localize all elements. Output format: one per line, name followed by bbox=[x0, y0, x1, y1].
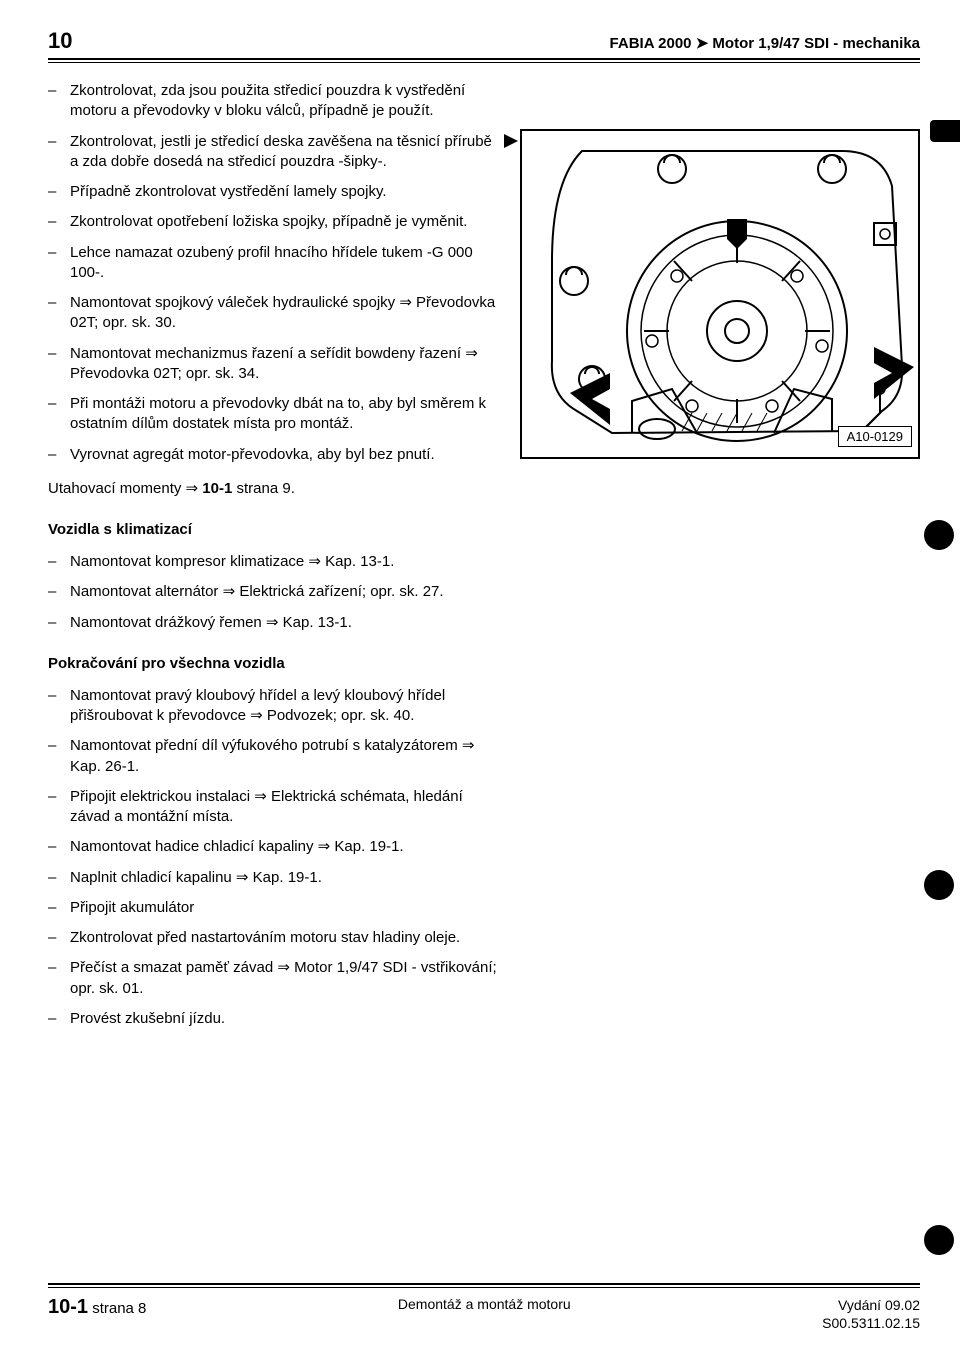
left-column: Zkontrolovat, zda jsou použita středicí … bbox=[48, 81, 500, 1039]
footer-page: strana 8 bbox=[88, 1300, 146, 1317]
subheading-pokracovani: Pokračování pro všechna vozidla bbox=[48, 655, 500, 672]
footer-section: 10-1 bbox=[48, 1296, 88, 1318]
procedure-list-1: Zkontrolovat, zda jsou použita středicí … bbox=[48, 81, 500, 465]
list-text: Přečíst a smazat paměť závad ⇒ Motor 1,9… bbox=[70, 959, 497, 996]
technical-diagram: A10-0129 bbox=[520, 129, 920, 459]
list-item: Lehce namazat ozubený profil hnacího hří… bbox=[48, 243, 500, 284]
list-text: Namontovat kompresor klimatizace ⇒ Kap. … bbox=[70, 553, 394, 570]
list-text: Namontovat pravý kloubový hřídel a levý … bbox=[70, 687, 445, 724]
list-text: Zkontrolovat, jestli je středicí deska z… bbox=[70, 133, 492, 170]
footer-edition: Vydání 09.02 S00.5311.02.15 bbox=[822, 1296, 920, 1332]
footer-title: Demontáž a montáž motoru bbox=[398, 1296, 571, 1312]
edge-dot bbox=[924, 870, 954, 900]
header-rule bbox=[48, 62, 920, 63]
page-header: 10 FABIA 2000 ➤ Motor 1,9/47 SDI - mecha… bbox=[48, 28, 920, 60]
list-item: Zkontrolovat, jestli je středicí deska z… bbox=[48, 132, 500, 173]
list-item: Připojit elektrickou instalaci ⇒ Elektri… bbox=[48, 787, 500, 828]
right-column: A10-0129 bbox=[520, 81, 920, 1039]
edge-dot bbox=[924, 520, 954, 550]
list-text: Při montáži motoru a převodovky dbát na … bbox=[70, 395, 486, 432]
pointer-right-icon bbox=[504, 134, 518, 148]
list-item: Zkontrolovat opotřebení ložiska spojky, … bbox=[48, 212, 500, 232]
list-text: Lehce namazat ozubený profil hnacího hří… bbox=[70, 244, 473, 281]
list-text: Namontovat spojkový váleček hydraulické … bbox=[70, 294, 495, 331]
list-text: Zkontrolovat, zda jsou použita středicí … bbox=[70, 82, 465, 119]
list-text: Připojit akumulátor bbox=[70, 899, 194, 916]
list-item: Namontovat hadice chladicí kapaliny ⇒ Ka… bbox=[48, 837, 500, 857]
list-text: Namontovat mechanizmus řazení a seřídit … bbox=[70, 345, 478, 382]
list-item: Případně zkontrolovat vystředění lamely … bbox=[48, 182, 500, 202]
list-item: Namontovat kompresor klimatizace ⇒ Kap. … bbox=[48, 552, 500, 572]
list-item: Namontovat drážkový řemen ⇒ Kap. 13-1. bbox=[48, 613, 500, 633]
list-item: Při montáži motoru a převodovky dbát na … bbox=[48, 394, 500, 435]
list-item: Vyrovnat agregát motor-převodovka, aby b… bbox=[48, 445, 500, 465]
list-item: Namontovat mechanizmus řazení a seřídit … bbox=[48, 344, 500, 385]
diagram-svg bbox=[522, 131, 918, 457]
header-title: FABIA 2000 ➤ Motor 1,9/47 SDI - mechanik… bbox=[610, 34, 920, 52]
torque-ref: 10-1 bbox=[202, 480, 232, 497]
list-text: Naplnit chladicí kapalinu ⇒ Kap. 19-1. bbox=[70, 869, 322, 886]
list-item: Přečíst a smazat paměť závad ⇒ Motor 1,9… bbox=[48, 958, 500, 999]
procedure-list-3: Namontovat pravý kloubový hřídel a levý … bbox=[48, 686, 500, 1029]
list-item: Namontovat spojkový váleček hydraulické … bbox=[48, 293, 500, 334]
torque-paragraph: Utahovací momenty ⇒ 10-1 strana 9. bbox=[48, 479, 500, 499]
list-item: Namontovat přední díl výfukového potrubí… bbox=[48, 736, 500, 777]
list-text: Zkontrolovat před nastartováním motoru s… bbox=[70, 929, 460, 946]
list-item: Naplnit chladicí kapalinu ⇒ Kap. 19-1. bbox=[48, 868, 500, 888]
list-text: Namontovat přední díl výfukového potrubí… bbox=[70, 737, 474, 774]
list-text: Provést zkušební jízdu. bbox=[70, 1010, 225, 1027]
list-text: Vyrovnat agregát motor-převodovka, aby b… bbox=[70, 446, 435, 463]
list-item: Připojit akumulátor bbox=[48, 898, 500, 918]
edge-tab bbox=[930, 120, 960, 142]
list-text: Zkontrolovat opotřebení ložiska spojky, … bbox=[70, 213, 467, 230]
list-item: Zkontrolovat, zda jsou použita středicí … bbox=[48, 81, 500, 122]
page-number: 10 bbox=[48, 28, 72, 54]
diagram-label: A10-0129 bbox=[838, 426, 912, 447]
list-item: Zkontrolovat před nastartováním motoru s… bbox=[48, 928, 500, 948]
list-item: Namontovat alternátor ⇒ Elektrická zaříz… bbox=[48, 582, 500, 602]
list-item: Provést zkušební jízdu. bbox=[48, 1009, 500, 1029]
procedure-list-2: Namontovat kompresor klimatizace ⇒ Kap. … bbox=[48, 552, 500, 633]
subheading-klimatizaci: Vozidla s klimatizací bbox=[48, 521, 500, 538]
footer-edition-line2: S00.5311.02.15 bbox=[822, 1314, 920, 1332]
list-item: Namontovat pravý kloubový hřídel a levý … bbox=[48, 686, 500, 727]
page-footer: 10-1 strana 8 Demontáž a montáž motoru V… bbox=[48, 1283, 920, 1332]
edge-dot bbox=[924, 1225, 954, 1255]
content: Zkontrolovat, zda jsou použita středicí … bbox=[48, 81, 920, 1039]
footer-page-ref: 10-1 strana 8 bbox=[48, 1296, 146, 1319]
footer-edition-line1: Vydání 09.02 bbox=[822, 1296, 920, 1314]
list-text: Namontovat alternátor ⇒ Elektrická zaříz… bbox=[70, 583, 444, 600]
list-text: Připojit elektrickou instalaci ⇒ Elektri… bbox=[70, 788, 463, 825]
list-text: Namontovat drážkový řemen ⇒ Kap. 13-1. bbox=[70, 614, 352, 631]
list-text: Namontovat hadice chladicí kapaliny ⇒ Ka… bbox=[70, 838, 404, 855]
list-text: Případně zkontrolovat vystředění lamely … bbox=[70, 183, 387, 200]
